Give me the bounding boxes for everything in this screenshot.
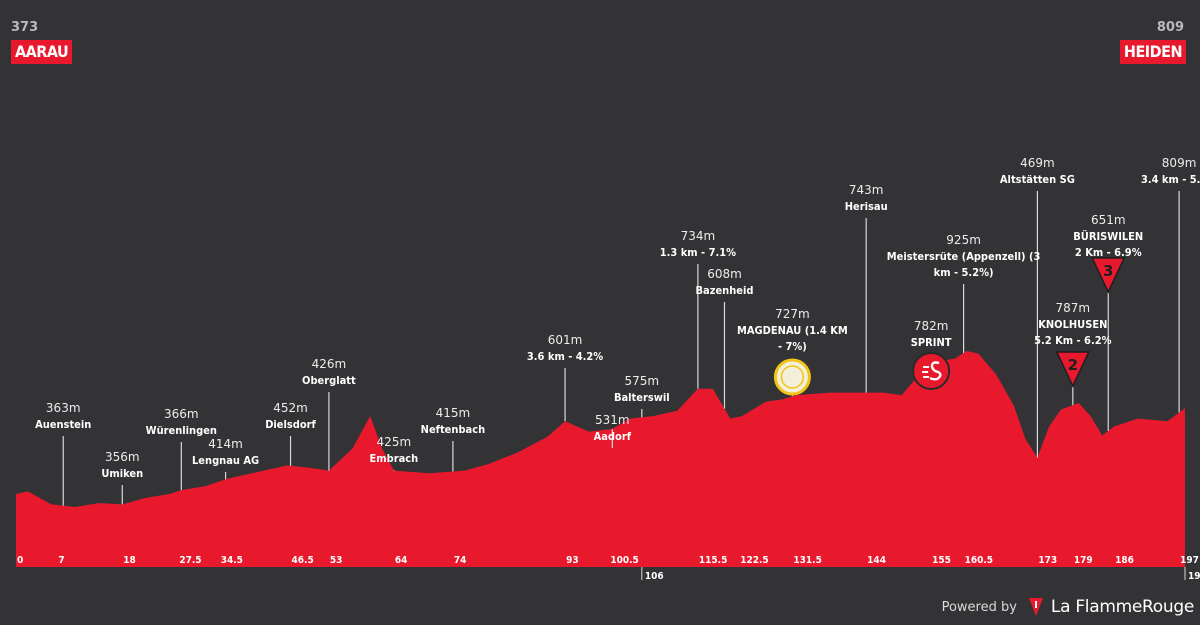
elevation-profile-area	[16, 351, 1185, 567]
waypoint-altitude: 363m	[46, 401, 81, 415]
km-tick-label: 18	[123, 555, 136, 566]
waypoint-altitude: 452m	[273, 401, 308, 415]
km-tick-label: 160.5	[965, 555, 993, 566]
km-tick-label: 34.5	[221, 555, 243, 566]
waypoint-detail: - 7%)	[778, 340, 807, 353]
waypoint-name: 3.6 km - 4.2%	[527, 350, 603, 363]
brand-name[interactable]: La FlammeRouge	[1050, 597, 1194, 617]
waypoint-altitude: 469m	[1020, 156, 1055, 170]
km-tick-label: 122.5	[740, 555, 768, 566]
waypoint-name: Embrach	[370, 452, 419, 465]
km-tick-label: 7	[58, 555, 64, 566]
sprint-speed-lines-icon	[922, 366, 930, 378]
km-tick-label: 197	[1180, 555, 1199, 566]
km-tick-label: 100.5	[610, 555, 638, 566]
waypoint-altitude: 426m	[312, 357, 347, 371]
waypoint-altitude: 601m	[548, 333, 583, 347]
km-tick-label: 173	[1038, 555, 1057, 566]
km-tick-label: 53	[330, 555, 343, 566]
waypoint-altitude: 414m	[208, 437, 243, 451]
waypoint-name: 3.4 km - 5.3%	[1141, 173, 1200, 186]
waypoint-altitude: 415m	[436, 406, 471, 420]
finish-town-badge: HEIDEN	[1119, 40, 1186, 64]
waypoint-name: Würenlingen	[146, 424, 217, 437]
waypoint-altitude: 608m	[707, 267, 742, 281]
waypoint-altitude: 531m	[595, 413, 630, 427]
climb-category-number: 3	[1103, 262, 1113, 280]
waypoint-altitude: 925m	[946, 233, 981, 247]
waypoint-name: Umiken	[101, 467, 143, 480]
waypoint-name: Dielsdorf	[265, 418, 316, 431]
km-tick-label: 131.5	[793, 555, 821, 566]
sprint-icon	[912, 352, 951, 390]
waypoint-altitude: 356m	[105, 450, 140, 464]
golden-kilometer-ring-icon	[780, 365, 805, 389]
waypoint-altitude: 809m	[1162, 156, 1197, 170]
km-tick-label: 93	[566, 555, 579, 566]
climb-category-number: 2	[1068, 356, 1078, 374]
waypoint-name: Auenstein	[35, 418, 91, 431]
waypoint-name: BÜRISWILEN	[1073, 229, 1143, 243]
waypoint-detail: 2 Km - 6.9%	[1075, 246, 1142, 259]
waypoint-name: KNOLHUSEN	[1038, 318, 1107, 331]
waypoint-name: Aadorf	[594, 430, 632, 443]
waypoint-altitude: 651m	[1091, 213, 1126, 227]
waypoint-detail: 5.2 Km - 6.2%	[1034, 334, 1111, 347]
km-tick-label-below: 106	[645, 571, 664, 582]
waypoint-name: Herisau	[845, 200, 888, 213]
km-tick-label-below: 198	[1188, 571, 1200, 582]
waypoint-name: Meistersrüte (Appenzell) (3	[887, 250, 1041, 263]
waypoint-name: Balterswil	[614, 391, 670, 404]
flamme-rouge-logo-icon	[1028, 598, 1043, 616]
start-town-badge: AARAU	[11, 40, 73, 64]
waypoint-name: SPRINT	[911, 336, 952, 349]
category-3-climb-icon	[1091, 257, 1126, 294]
waypoint-name: Altstätten SG	[1000, 173, 1075, 186]
km-tick-label: 115.5	[699, 555, 727, 566]
golden-kilometer-icon	[773, 358, 811, 396]
km-tick-label: 0	[17, 555, 23, 566]
finish-altitude: 809	[1156, 20, 1184, 35]
sprint-s-glyph-icon	[929, 361, 942, 381]
waypoint-altitude: 782m	[914, 319, 949, 333]
powered-by-label: Powered by	[941, 599, 1017, 615]
km-tick-label: 155	[932, 555, 951, 566]
waypoint-altitude: 787m	[1056, 301, 1091, 315]
waypoint-altitude: 366m	[164, 407, 199, 421]
powered-by-footer: Powered by La FlammeRouge	[941, 597, 1195, 617]
km-tick-label: 27.5	[179, 555, 201, 566]
waypoint-name: Bazenheid	[695, 284, 753, 297]
waypoint-name: MAGDENAU (1.4 KM	[737, 324, 848, 337]
km-tick-label: 64	[395, 555, 408, 566]
km-tick-label: 46.5	[292, 555, 314, 566]
waypoint-detail: km - 5.2%)	[934, 266, 994, 279]
waypoint-altitude: 575m	[625, 374, 660, 388]
km-tick-label: 74	[454, 555, 467, 566]
start-altitude: 373	[11, 20, 39, 35]
km-tick-label: 144	[867, 555, 886, 566]
waypoint-altitude: 727m	[775, 307, 810, 321]
waypoint-name: Oberglatt	[302, 374, 356, 387]
waypoint-altitude: 425m	[377, 435, 412, 449]
waypoint-name: 1.3 km - 7.1%	[660, 246, 736, 259]
waypoint-altitude: 734m	[681, 229, 716, 243]
waypoint-name: Neftenbach	[421, 423, 485, 436]
km-tick-label: 179	[1074, 555, 1093, 566]
category-2-climb-icon	[1055, 351, 1091, 388]
waypoint-name: Lengnau AG	[192, 454, 259, 467]
waypoint-altitude: 743m	[849, 183, 884, 197]
km-tick-label: 186	[1115, 555, 1134, 566]
